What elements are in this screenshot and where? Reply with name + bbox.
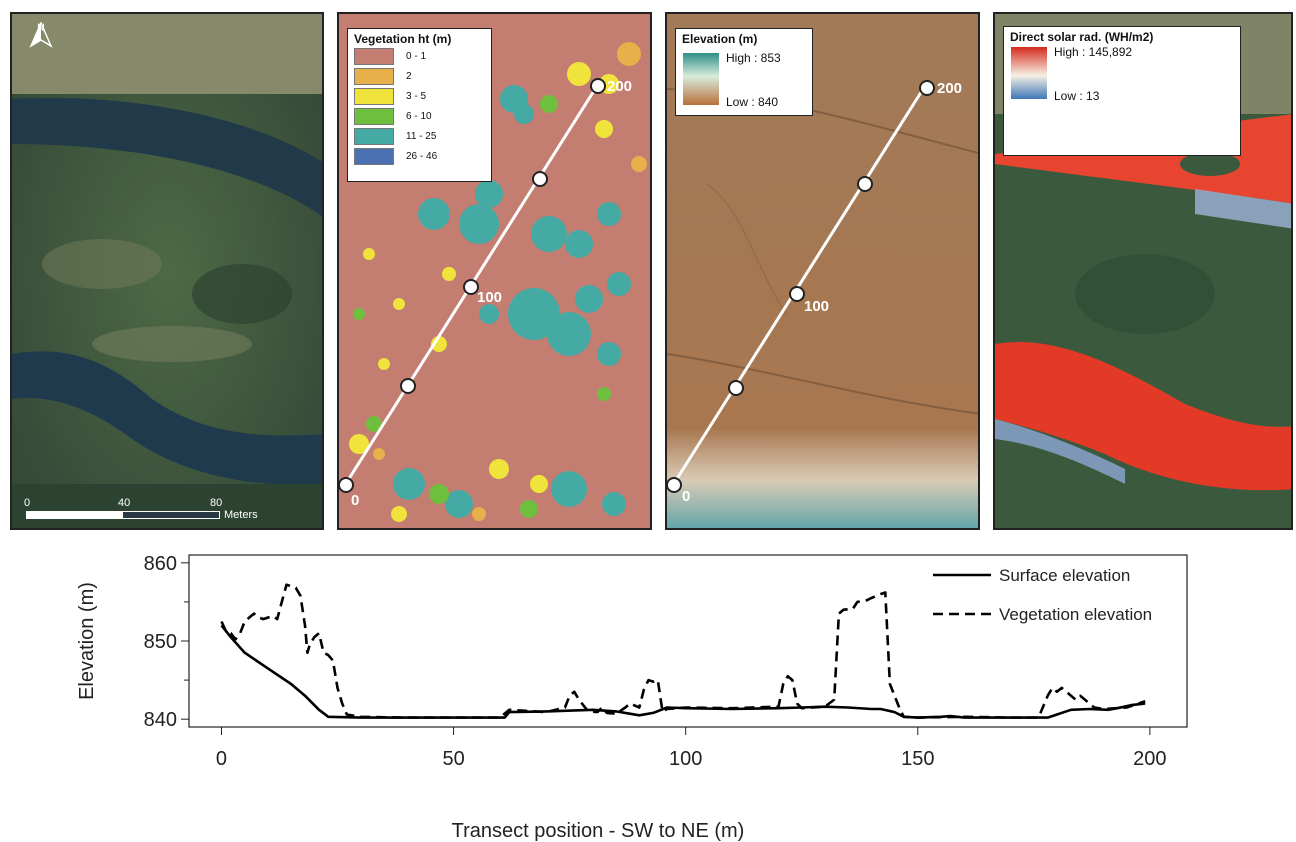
solar-legend-title: Direct solar rad. (WH/m2) — [1010, 30, 1154, 44]
legend-swatch — [354, 107, 394, 125]
transect-label-100: 100 — [804, 298, 830, 315]
solar-color-ramp — [1011, 47, 1047, 99]
elevation-profile-chart: 0 50 100 150 200 840 850 860 Surface elevation V… — [76, 553, 1188, 842]
vegetation-legend-item: 11 - 25 — [354, 126, 485, 146]
transect-label-0: 0 — [351, 492, 360, 509]
transect-point — [728, 380, 744, 396]
vegetation-legend-item: 26 - 46 — [354, 146, 485, 166]
solar-radiation-legend: Direct solar rad. (WH/m2) High : 145,892… — [1003, 26, 1241, 156]
y-tick-label: 860 — [144, 553, 177, 575]
legend-label: 3 - 5 — [406, 90, 427, 102]
legend-swatch — [354, 47, 394, 65]
transect-point — [400, 378, 416, 394]
y-tick-label: 840 — [144, 709, 177, 731]
legend-swatch — [354, 127, 394, 145]
transect-point — [857, 176, 873, 192]
transect-point — [667, 477, 682, 493]
legend-label: 0 - 1 — [406, 50, 427, 62]
x-tick-label: 0 — [216, 748, 227, 770]
scale-label-0: 0 — [24, 497, 31, 509]
scale-label-80: 80 — [210, 497, 223, 509]
legend-entry: Surface elevation — [999, 566, 1130, 585]
transect-point — [919, 80, 935, 96]
scale-bar — [26, 511, 220, 519]
x-tick-label: 100 — [669, 748, 702, 770]
vegetation-legend-title: Vegetation ht (m) — [354, 32, 452, 46]
transect-point — [532, 171, 548, 187]
legend-swatch — [354, 67, 394, 85]
transect-point — [463, 279, 479, 295]
y-axis-label: Elevation (m) — [76, 582, 98, 700]
x-tick-label: 150 — [901, 748, 934, 770]
aerial-image — [12, 14, 322, 528]
legend-entry: Vegetation elevation — [999, 605, 1152, 624]
aerial-photo-panel: N 0 40 80 Meters — [10, 12, 324, 530]
surface-elevation-line — [220, 624, 1146, 719]
transect-label-200: 200 — [937, 80, 963, 97]
solar-radiation-panel: Direct solar rad. (WH/m2) High : 145,892… — [993, 12, 1293, 530]
transect-label-200: 200 — [607, 78, 633, 95]
transect-point — [339, 477, 354, 493]
elevation-legend-title: Elevation (m) — [682, 32, 758, 46]
elevation-color-ramp — [683, 53, 719, 105]
elevation-panel: Elevation (m) High : 853 Low : 840 0 100… — [665, 12, 980, 530]
elevation-high-label: High : 853 — [726, 51, 781, 65]
legend-label: 11 - 25 — [406, 130, 437, 142]
transect-label-100: 100 — [477, 289, 503, 306]
elevation-legend: Elevation (m) High : 853 Low : 840 — [675, 28, 813, 116]
vegetation-height-panel: Vegetation ht (m) 0 - 1 2 3 - 5 6 - 10 11 - … — [337, 12, 652, 530]
vegetation-legend-item: 6 - 10 — [354, 106, 485, 126]
legend-swatch — [354, 87, 394, 105]
vegetation-legend-item: 0 - 1 — [354, 46, 485, 66]
solar-low-label: Low : 13 — [1054, 89, 1100, 103]
x-tick-label: 200 — [1133, 748, 1166, 770]
vegetation-legend-item: 2 — [354, 66, 485, 86]
vegetation-legend-item: 3 - 5 — [354, 86, 485, 106]
transect-label-0: 0 — [682, 488, 691, 505]
x-tick-label: 50 — [442, 748, 464, 770]
x-axis-label: Transect position - SW to NE (m) — [452, 820, 745, 842]
legend-label: 6 - 10 — [406, 110, 432, 122]
vegetation-elevation-line — [220, 583, 1146, 719]
vegetation-legend: Vegetation ht (m) 0 - 1 2 3 - 5 6 - 10 11 - … — [347, 28, 492, 182]
legend-label: 26 - 46 — [406, 150, 438, 162]
north-arrow-icon: N — [28, 22, 54, 48]
transect-point — [789, 286, 805, 302]
legend-label: 2 — [406, 70, 412, 82]
scale-label-40: 40 — [118, 497, 131, 509]
y-tick-label: 850 — [144, 631, 177, 653]
elevation-low-label: Low : 840 — [726, 95, 779, 109]
scale-unit-label: Meters — [224, 509, 258, 521]
solar-high-label: High : 145,892 — [1054, 45, 1133, 59]
legend-swatch — [354, 147, 394, 165]
transect-point — [590, 78, 606, 94]
